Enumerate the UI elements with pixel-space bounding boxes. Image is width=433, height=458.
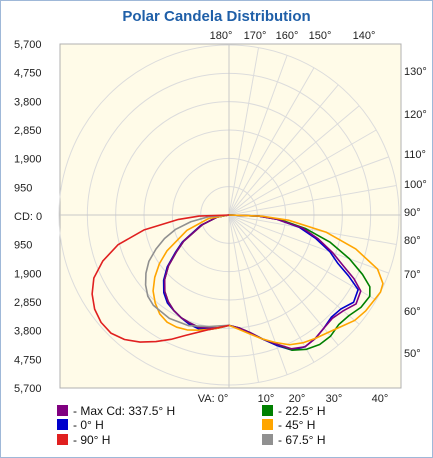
candela-tick-label: 4,750 [14, 68, 42, 80]
candela-tick-label: 2,850 [14, 297, 42, 309]
grid-radial [228, 84, 339, 216]
legend-label: - 0° H [73, 418, 104, 432]
candela-tick-label: 1,900 [14, 154, 42, 166]
tick-labels: 5,700 4,750 3,800 2,850 1,900 950 CD: 0 950 1,90… [14, 30, 427, 405]
top-angle-label: 170° [244, 30, 267, 42]
bottom-angle-label: 20° [289, 393, 306, 405]
grid-radial [228, 214, 315, 363]
right-angle-label: 70° [404, 269, 421, 281]
right-angle-label: 60° [404, 306, 421, 318]
top-angle-label: 180° [210, 30, 233, 42]
grid-radial [228, 156, 389, 216]
legend-swatch [57, 405, 68, 416]
grid-radial [228, 129, 377, 216]
grid-radial [228, 214, 389, 274]
candela-tick-label: 950 [14, 182, 32, 194]
candela-tick-label: 3,800 [14, 326, 42, 338]
bottom-angle-label: VA: 0° [198, 393, 229, 405]
grid-radial [228, 47, 260, 216]
right-angle-label: 80° [404, 235, 421, 247]
candela-tick-label: 4,750 [14, 354, 42, 366]
grid-radial [228, 184, 397, 216]
right-angle-label: 120° [404, 109, 427, 121]
legend-item: - 45° H [262, 418, 315, 432]
candela-tick-label: 1,900 [14, 268, 42, 280]
legend-swatch [262, 434, 273, 445]
legend-swatch [57, 419, 68, 430]
legend-label: - 22.5° H [278, 404, 326, 418]
top-angle-label: 160° [276, 30, 299, 42]
right-angle-label: 130° [404, 66, 427, 78]
series-line-8 [144, 214, 230, 328]
legend-label: - 67.5° H [278, 433, 326, 447]
series-line-9 [91, 214, 230, 343]
grid-radial [228, 67, 315, 216]
grid-radial [228, 214, 288, 375]
candela-tick-label: CD: 0 [14, 211, 42, 223]
series-line-6 [228, 214, 384, 346]
top-angle-label: 140° [353, 30, 376, 42]
grid-radial [228, 214, 339, 346]
grid-radial [228, 214, 397, 246]
candela-tick-label: 950 [14, 240, 32, 252]
grid-radial [228, 55, 288, 216]
right-angle-label: 110° [404, 149, 426, 161]
grid-radial [228, 214, 360, 325]
right-angle-label: 100° [404, 179, 427, 191]
legend-item: - Max Cd: 337.5° H [57, 404, 175, 418]
bottom-angle-label: 40° [372, 393, 389, 405]
legend-label: - 45° H [278, 418, 316, 432]
series-line-5 [163, 214, 230, 329]
legend-swatch [262, 405, 273, 416]
candela-tick-label: 5,700 [14, 383, 42, 395]
chart-title: Polar Candela Distribution [122, 8, 311, 25]
grid-radial [228, 214, 260, 383]
legend-swatch [262, 419, 273, 430]
candela-tick-label: 2,850 [14, 125, 42, 137]
legend-swatch [57, 434, 68, 445]
legend-label: - 90° H [73, 433, 111, 447]
right-angle-label: 90° [404, 207, 421, 219]
legend-label: - Max Cd: 337.5° H [73, 404, 176, 418]
legend-item: - 0° H [57, 418, 104, 432]
bottom-angle-label: 10° [258, 393, 275, 405]
candela-tick-label: 5,700 [14, 39, 42, 51]
top-angle-label: 150° [309, 30, 332, 42]
right-angle-label: 50° [404, 348, 421, 360]
legend-item: - 90° H [57, 433, 110, 447]
grid-radial [228, 214, 377, 301]
bottom-angle-label: 30° [326, 393, 343, 405]
candela-tick-label: 3,800 [14, 96, 42, 108]
legend-item: - 67.5° H [262, 433, 325, 447]
series-group [91, 214, 384, 351]
grid-radial [228, 105, 360, 216]
legend-item: - 22.5° H [262, 404, 325, 418]
